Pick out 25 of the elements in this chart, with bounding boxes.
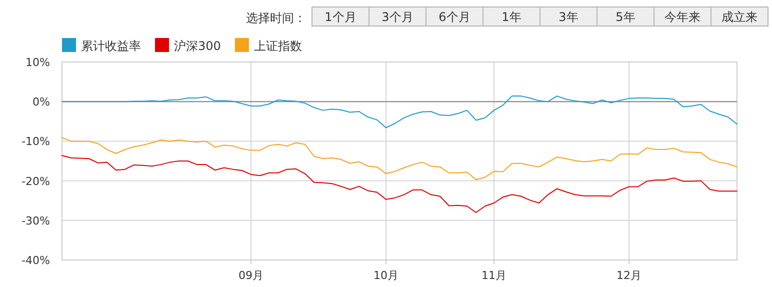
text: 6个月	[438, 10, 470, 24]
y-tick-label: -40%	[22, 254, 50, 267]
text: 1个月	[324, 10, 356, 24]
line-series	[62, 96, 738, 128]
text: 5年	[616, 10, 636, 24]
text: 今年来	[664, 10, 700, 24]
y-tick-label: 10%	[26, 56, 50, 69]
legend-label: 上证指数	[254, 39, 302, 53]
line-series	[62, 154, 738, 213]
y-tick-label: 0%	[32, 96, 50, 109]
line-series	[62, 137, 738, 180]
x-tick-label: 09月	[238, 269, 264, 282]
legend-label: 沪深300	[174, 39, 221, 53]
y-tick-label: -20%	[22, 174, 50, 188]
text: 3年	[558, 10, 578, 24]
legend-label: 累计收益率	[81, 39, 141, 53]
y-tick-label: -30%	[22, 214, 50, 228]
text: 3个月	[382, 10, 414, 24]
y-tick-label: -10%	[22, 135, 50, 148]
text: 选择时间：	[246, 11, 306, 25]
x-tick-label: 12月	[616, 269, 642, 282]
x-tick-label: 11月	[482, 269, 506, 282]
text: 成立来	[722, 10, 758, 24]
text: 1年	[502, 10, 522, 24]
x-tick-label: 10月	[374, 269, 398, 282]
